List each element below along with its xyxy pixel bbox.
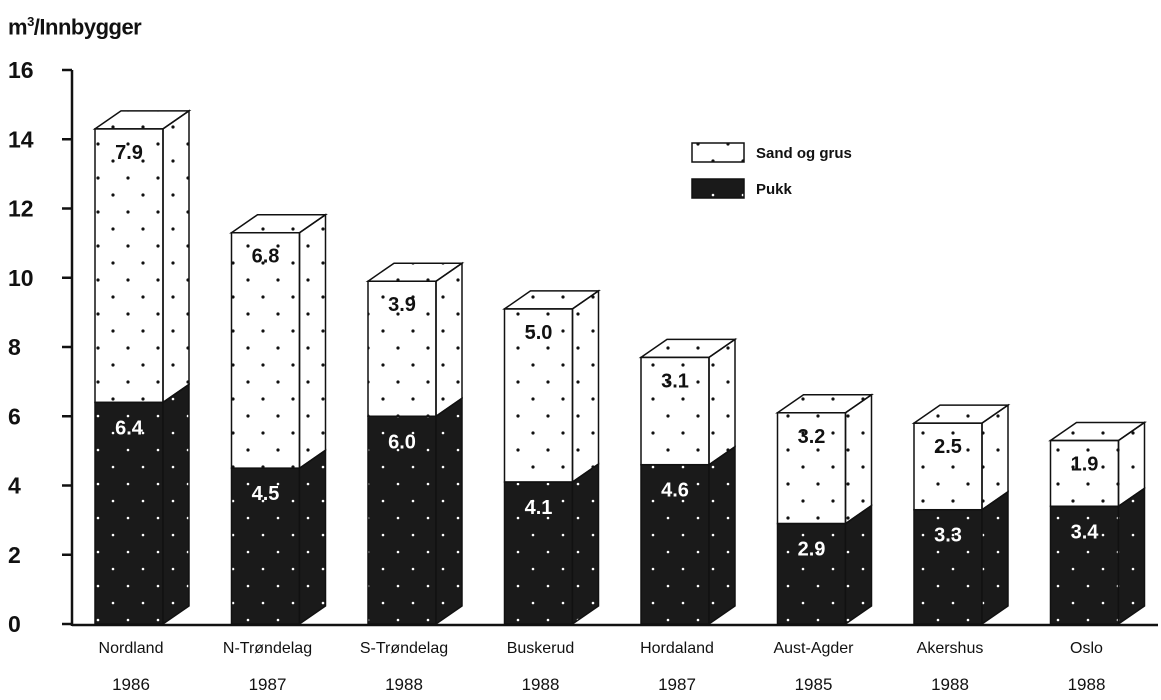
data-label-sand-og-grus: 3.1 — [661, 370, 689, 392]
bar-pukk — [913, 508, 983, 625]
data-label-pukk: 4.5 — [252, 483, 280, 505]
bar-top-cap — [502, 290, 601, 310]
bar-group: 3.1 4.6 — [638, 337, 738, 626]
x-year-label: 1985 — [795, 675, 833, 694]
y-tick-label: 0 — [8, 611, 21, 637]
bars: 7.9 6.4 6.8 4.5 3.9 6.0 5.0 4.1 3.1 4.6 3.2 2.9 2.5 3… — [92, 109, 1147, 626]
y-tick-label: 4 — [8, 473, 21, 499]
data-label-sand-og-grus: 3.2 — [798, 426, 826, 448]
data-label-sand-og-grus: 7.9 — [115, 142, 143, 164]
y-tick-label: 12 — [8, 196, 34, 222]
x-category-label: Akershus — [917, 640, 984, 657]
x-category-label: Oslo — [1070, 640, 1103, 657]
x-category-label: S-Trøndelag — [360, 640, 448, 657]
bar-top-cap — [229, 213, 328, 234]
data-label-pukk: 3.4 — [1071, 521, 1100, 543]
bar-sand-og-grus — [640, 356, 710, 466]
bar-sand-og-grus-side — [162, 109, 190, 404]
bar-sand-og-grus — [94, 128, 164, 404]
bar-pukk-side — [708, 445, 736, 626]
data-label-pukk: 4.6 — [661, 480, 689, 502]
x-category-label: Hordaland — [640, 640, 714, 657]
bar-sand-og-grus-side — [571, 289, 600, 484]
bar-sand-og-grus-side — [708, 337, 736, 467]
bar-pukk-side — [981, 490, 1009, 626]
y-tick-label: 2 — [8, 542, 21, 568]
x-year-label: 1988 — [522, 675, 560, 694]
bar-sand-og-grus — [367, 280, 437, 417]
data-label-pukk: 4.1 — [525, 497, 553, 519]
x-year-label: 1987 — [249, 675, 287, 694]
data-label-sand-og-grus: 6.8 — [252, 246, 280, 268]
x-year-label: 1986 — [112, 675, 150, 694]
bar-top-cap — [638, 338, 738, 359]
bar-group: 7.9 6.4 — [92, 109, 192, 626]
y-tick-label: 14 — [8, 126, 34, 152]
x-year-label: 1988 — [931, 675, 969, 694]
bar-pukk-side — [571, 462, 600, 626]
x-year-label: 1987 — [658, 675, 696, 694]
legend-swatch-sand-og-grus — [691, 142, 745, 163]
data-label-pukk: 2.9 — [798, 539, 826, 561]
bar-group: 5.0 4.1 — [502, 289, 601, 626]
bar-top-cap — [365, 262, 465, 282]
legend-swatch-pukk — [691, 178, 745, 199]
bar-sand-og-grus — [230, 231, 301, 469]
y-tick-label: 8 — [8, 334, 21, 360]
data-label-sand-og-grus: 5.0 — [525, 322, 553, 344]
bar-pukk — [94, 401, 164, 625]
data-label-sand-og-grus: 2.5 — [934, 436, 962, 458]
bar-top-cap — [911, 404, 1011, 424]
y-tick-label: 6 — [8, 403, 21, 429]
bar-pukk-side — [298, 448, 327, 626]
bar-pukk — [503, 481, 574, 625]
x-year-label: 1988 — [385, 675, 423, 694]
y-tick-label: 10 — [8, 265, 34, 291]
bar-sand-og-grus — [503, 308, 574, 483]
category-labels: Nordland 1986 N-Trøndelag 1987 S-Trøndelag 19… — [99, 640, 1106, 694]
x-year-label: 1988 — [1068, 675, 1106, 694]
bar-pukk-side — [1117, 486, 1146, 626]
bar-group: 6.8 4.5 — [229, 213, 328, 626]
bar-group: 2.5 3.3 — [911, 403, 1011, 626]
bar-sand-og-grus — [776, 412, 847, 525]
bar-sand-og-grus-side — [844, 393, 873, 526]
y-tick-label: 16 — [8, 57, 34, 83]
data-label-pukk: 3.3 — [934, 525, 962, 547]
bar-sand-og-grus-side — [435, 261, 463, 418]
data-label-sand-og-grus: 1.9 — [1071, 453, 1099, 475]
bar-group: 3.9 6.0 — [365, 261, 465, 626]
x-category-label: Aust-Agder — [773, 640, 854, 657]
bar-group: 3.2 2.9 — [775, 393, 874, 626]
axes: 0 2 4 6 8 10 12 14 16 — [8, 57, 1158, 637]
bar-pukk — [367, 415, 437, 625]
bar-sand-og-grus-side — [298, 213, 327, 470]
y-axis-label: m3/Innbygger — [8, 14, 142, 40]
legend-label-pukk: Pukk — [756, 181, 793, 198]
data-label-pukk: 6.0 — [388, 431, 416, 453]
bar-top-cap — [92, 110, 192, 130]
bar-pukk-side — [435, 396, 463, 626]
bar-pukk-side — [162, 382, 190, 626]
x-category-label: N-Trøndelag — [223, 640, 312, 657]
bar-sand-og-grus — [913, 422, 983, 511]
bar-group: 1.9 3.4 — [1048, 421, 1147, 626]
bar-top-cap — [1048, 421, 1147, 442]
x-category-label: Buskerud — [507, 640, 575, 657]
bar-pukk — [776, 522, 847, 625]
bar-top-cap — [775, 394, 874, 414]
legend-label-sand-og-grus: Sand og grus — [756, 145, 852, 162]
legend: Sand og grus Pukk — [691, 142, 852, 199]
bar-pukk-side — [844, 504, 873, 626]
data-label-sand-og-grus: 3.9 — [388, 294, 416, 316]
x-category-label: Nordland — [99, 640, 164, 657]
bar-sand-og-grus — [1049, 439, 1120, 508]
data-label-pukk: 6.4 — [115, 417, 144, 439]
